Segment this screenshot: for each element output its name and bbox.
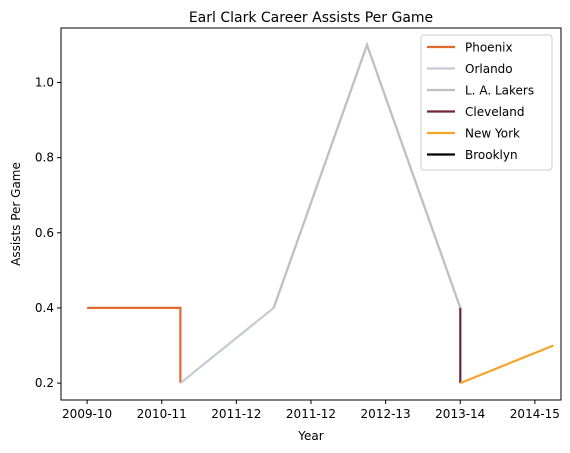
x-tick-label: 2011-12 [286, 407, 336, 421]
legend-label: Phoenix [465, 41, 513, 55]
y-tick-label: 1.0 [35, 75, 54, 89]
y-tick-label: 0.4 [35, 301, 54, 315]
y-tick-label: 0.2 [35, 376, 54, 390]
y-tick-label: 0.8 [35, 151, 54, 165]
plot-lines [87, 41, 554, 385]
x-axis-ticks: 2009-10 2010-11 2011-12 2011-12 2012-13 2013-… [62, 400, 560, 421]
y-tick-label: 0.6 [35, 226, 54, 240]
x-tick-label: 2011-12 [211, 407, 261, 421]
legend: Phoenix Orlando L. A. Lakers Cleveland New Y… [420, 34, 553, 171]
x-axis-label: Year [297, 429, 323, 443]
y-axis-label: Assists Per Game [9, 162, 23, 266]
x-tick-label: 2013-14 [435, 407, 485, 421]
x-tick-label: 2009-10 [62, 407, 112, 421]
series-line-0 [87, 306, 182, 384]
x-tick-label: 2014-15 [510, 407, 560, 421]
chart-title: Earl Clark Career Assists Per Game [189, 10, 433, 26]
y-axis-ticks: 0.2 0.4 0.6 0.8 1.0 [35, 75, 61, 390]
series-line-4 [459, 344, 554, 385]
legend-label: Brooklyn [465, 148, 518, 162]
series-line-2 [272, 41, 462, 309]
legend-label: Cleveland [465, 105, 525, 119]
legend-label: L. A. Lakers [465, 84, 534, 98]
x-tick-label: 2012-13 [361, 407, 411, 421]
series-line-1 [179, 41, 462, 384]
legend-label: New York [465, 127, 520, 141]
x-tick-label: 2010-11 [137, 407, 187, 421]
legend-label: Orlando [465, 62, 513, 76]
